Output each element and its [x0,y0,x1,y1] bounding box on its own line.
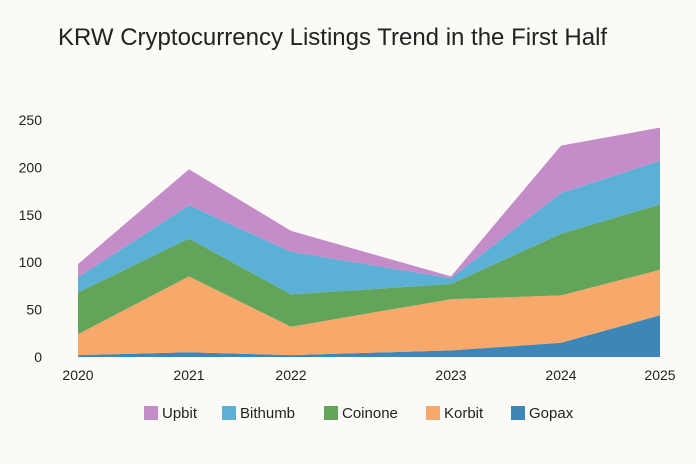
x-tick-label: 2022 [275,367,306,383]
y-tick-label: 50 [26,302,42,318]
y-tick-label: 200 [19,159,43,175]
area-korbit [78,269,660,356]
chart-title: KRW Cryptocurrency Listings Trend in the… [58,24,608,51]
legend-swatch-coinone [324,406,338,420]
x-tick-label: 2023 [435,367,466,383]
legend-label-coinone: Coinone [342,405,398,422]
area-upbit [78,127,660,279]
legend-label-korbit: Korbit [444,405,484,422]
x-tick-label: 2020 [62,367,93,383]
legend-label-gopax: Gopax [529,405,574,422]
y-tick-label: 0 [34,349,42,365]
legend-label-upbit: Upbit [162,405,198,422]
legend-label-bithumb: Bithumb [240,405,295,422]
area-gopax [78,315,660,357]
x-tick-label: 2024 [545,367,576,383]
legend-swatch-bithumb [222,406,236,420]
legend-swatch-korbit [426,406,440,420]
legend: Upbit Bithumb Coinone Korbit Gopax [144,405,574,422]
stacked-areas [78,127,660,357]
y-axis: 0 50 100 150 200 250 [19,112,43,365]
y-tick-label: 150 [19,207,43,223]
x-tick-label: 2025 [644,367,675,383]
x-axis: 2020 2021 2022 2023 2024 2025 [62,367,675,383]
legend-swatch-gopax [511,406,525,420]
y-tick-label: 100 [19,254,43,270]
x-tick-label: 2021 [173,367,204,383]
legend-swatch-upbit [144,406,158,420]
y-tick-label: 250 [19,112,43,128]
area-coinone [78,204,660,335]
area-bithumb [78,160,660,295]
